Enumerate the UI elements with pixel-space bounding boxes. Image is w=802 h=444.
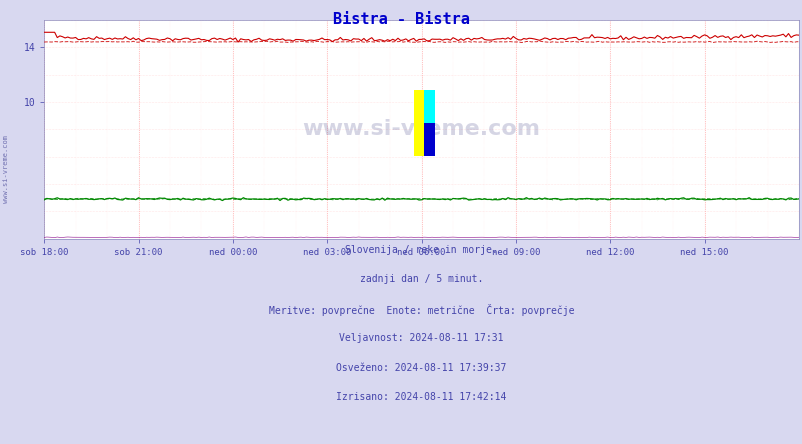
Text: Izrisano: 2024-08-11 17:42:14: Izrisano: 2024-08-11 17:42:14 [336, 392, 506, 402]
Bar [423, 90, 435, 123]
Text: www.si-vreme.com: www.si-vreme.com [302, 119, 540, 139]
Bar [423, 123, 435, 155]
Text: zadnji dan / 5 minut.: zadnji dan / 5 minut. [359, 274, 483, 284]
Bar [414, 90, 423, 155]
Text: www.si-vreme.com: www.si-vreme.com [3, 135, 10, 203]
Text: Osveženo: 2024-08-11 17:39:37: Osveženo: 2024-08-11 17:39:37 [336, 363, 506, 373]
Text: Slovenija / reke in morje.: Slovenija / reke in morje. [345, 245, 497, 255]
Text: Meritve: povprečne  Enote: metrične  Črta: povprečje: Meritve: povprečne Enote: metrične Črta:… [269, 304, 573, 316]
Text: Veljavnost: 2024-08-11 17:31: Veljavnost: 2024-08-11 17:31 [339, 333, 503, 343]
Text: Bistra - Bistra: Bistra - Bistra [333, 12, 469, 27]
